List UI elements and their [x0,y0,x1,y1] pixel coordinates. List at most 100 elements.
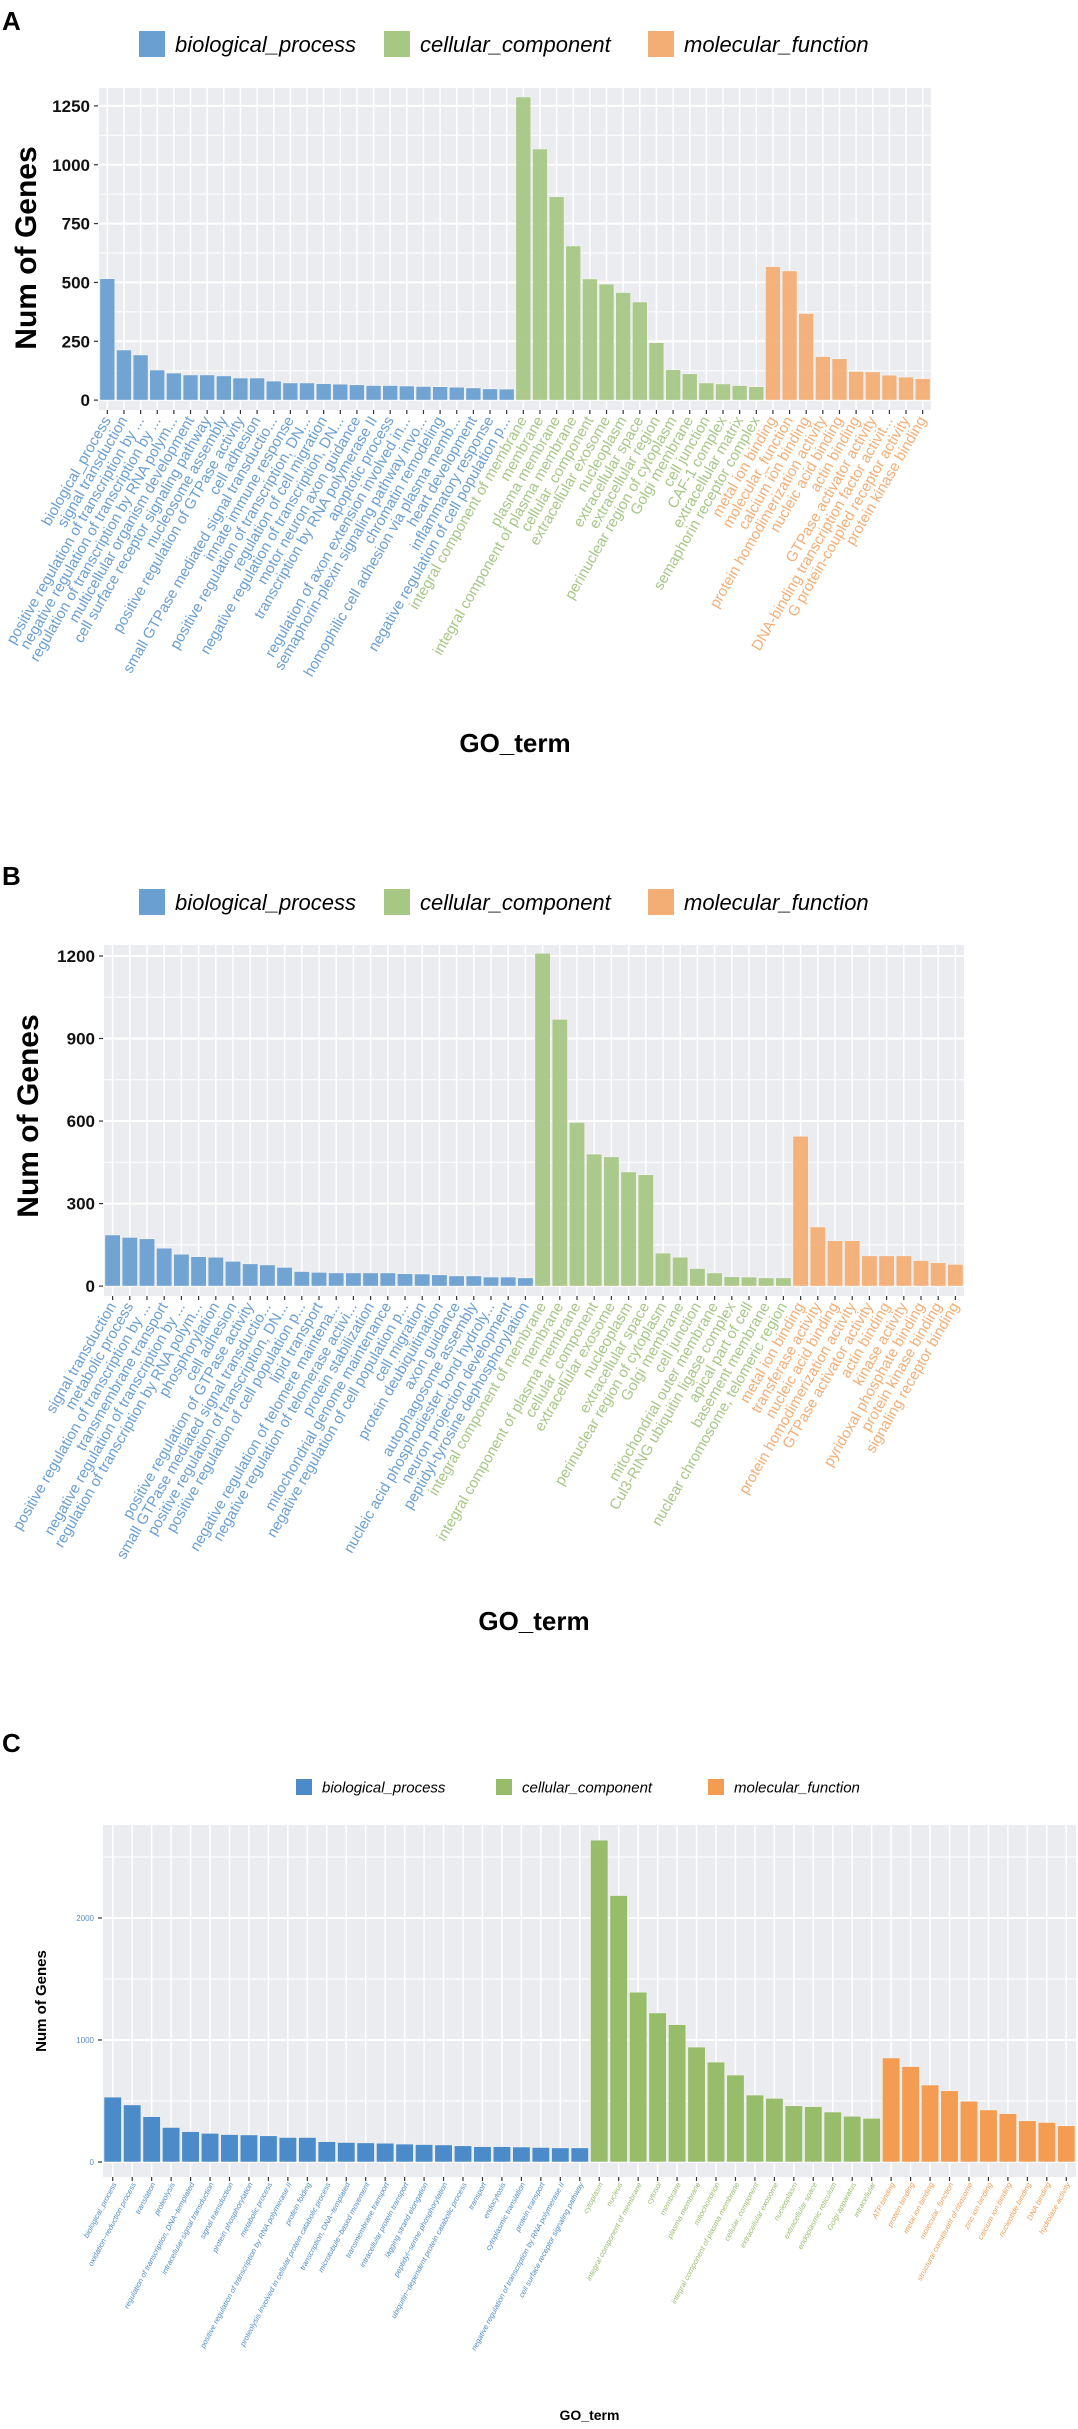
bar-molecular-function [895,1255,912,1287]
y-tick-label: 0 [86,1277,95,1296]
bar-biological-process [276,1267,293,1287]
bar-biological-process [379,1272,396,1287]
y-tick-label: 1000 [76,2036,94,2045]
bar-biological-process [259,2135,278,2163]
bar-biological-process [531,2147,550,2163]
bar-biological-process [156,1247,173,1287]
bar-biological-process [414,1273,431,1287]
bar-molecular-function [815,356,831,401]
bar-molecular-function [882,2057,901,2163]
y-tick-label: 1250 [52,97,90,116]
bar-biological-process [465,387,482,401]
bar-biological-process [482,1276,500,1287]
bar-cellular-component [862,2118,881,2163]
bar-biological-process [356,2142,375,2163]
bar-cellular-component [534,952,551,1287]
bar-biological-process [142,2116,161,2163]
bar-molecular-function [765,266,781,401]
bar-cellular-component [745,2094,764,2163]
bar-biological-process [249,377,265,401]
bar-cellular-component [672,1256,689,1287]
bar-biological-process [99,278,116,401]
bar-biological-process [104,1234,121,1287]
legend-swatch-molecular-function [708,1779,724,1795]
bar-biological-process [431,1274,448,1287]
bar-molecular-function [901,2066,920,2163]
y-tick-label: 750 [62,215,90,234]
legend-label: molecular_function [684,32,869,57]
bar-cellular-component [637,1174,654,1287]
bar-molecular-function [878,1255,895,1287]
bar-cellular-component [586,1153,603,1287]
y-tick-label: 0 [81,391,90,410]
legend-swatch-biological-process [296,1779,312,1795]
bar-biological-process [500,1276,517,1287]
bar-molecular-function [826,1240,844,1287]
bar-biological-process [207,1256,224,1287]
bar-molecular-function [881,374,898,401]
bar-cellular-component [629,1991,648,2163]
y-tick-label: 0 [90,2158,95,2167]
bar-cellular-component [648,2012,667,2163]
legend-swatch-molecular-function [648,889,674,915]
bar-cellular-component [765,2098,784,2163]
y-tick-label: 500 [62,274,90,293]
bar-cellular-component [551,1018,568,1287]
bar-molecular-function [861,1255,878,1287]
x-axis-title: GO_term [560,2407,620,2423]
y-axis-title: Num of Genes [10,146,43,349]
bar-cellular-component [731,385,748,401]
bar-biological-process [432,386,448,401]
y-tick-label: 900 [67,1030,95,1049]
bar-biological-process [190,1256,207,1287]
bar-cellular-component [784,2105,803,2163]
legend-label: molecular_function [684,890,869,915]
x-tick-label: nucleus [604,2181,624,2208]
legend-swatch-cellular-component [496,1779,512,1795]
bar-biological-process [166,372,182,401]
bar-cellular-component [740,1276,758,1287]
bar-molecular-function [848,371,864,401]
bar-cellular-component [615,292,631,401]
bar-cellular-component [598,283,615,401]
bar-biological-process [103,2096,122,2163]
panel-label: B [2,861,21,891]
bar-cellular-component [654,1252,672,1287]
y-tick-label: 250 [62,332,90,351]
legend-label: biological_process [175,890,356,915]
bar-cellular-component [843,2115,862,2163]
bar-biological-process [173,1253,190,1287]
bar-biological-process [121,1237,138,1287]
bar-biological-process [551,2147,570,2163]
bar-biological-process [265,380,282,401]
bar-biological-process [315,383,332,401]
bar-cellular-component [620,1171,637,1287]
bar-cellular-component [706,2061,726,2163]
bar-biological-process [498,388,515,401]
bar-biological-process [434,2144,453,2163]
bar-biological-process [453,2145,473,2163]
bar-biological-process [465,1275,482,1287]
bar-biological-process [220,2134,239,2163]
x-axis-title: GO_term [478,1606,589,1636]
bar-biological-process [332,383,349,401]
legend-label: cellular_component [420,890,612,915]
bar-biological-process [293,1271,310,1287]
bar-molecular-function [1018,2120,1037,2163]
bar-cellular-component [582,278,598,401]
bar-cellular-component [775,1277,792,1287]
bar-molecular-function [844,1240,861,1287]
bar-cellular-component [698,382,715,401]
bar-molecular-function [920,2084,940,2163]
bar-biological-process [310,1272,328,1287]
bar-biological-process [365,385,382,401]
bar-cellular-component [748,386,765,401]
bar-biological-process [382,385,398,401]
bar-molecular-function [898,376,914,401]
bar-biological-process [396,1273,414,1287]
y-tick-label: 2000 [76,1914,94,1923]
